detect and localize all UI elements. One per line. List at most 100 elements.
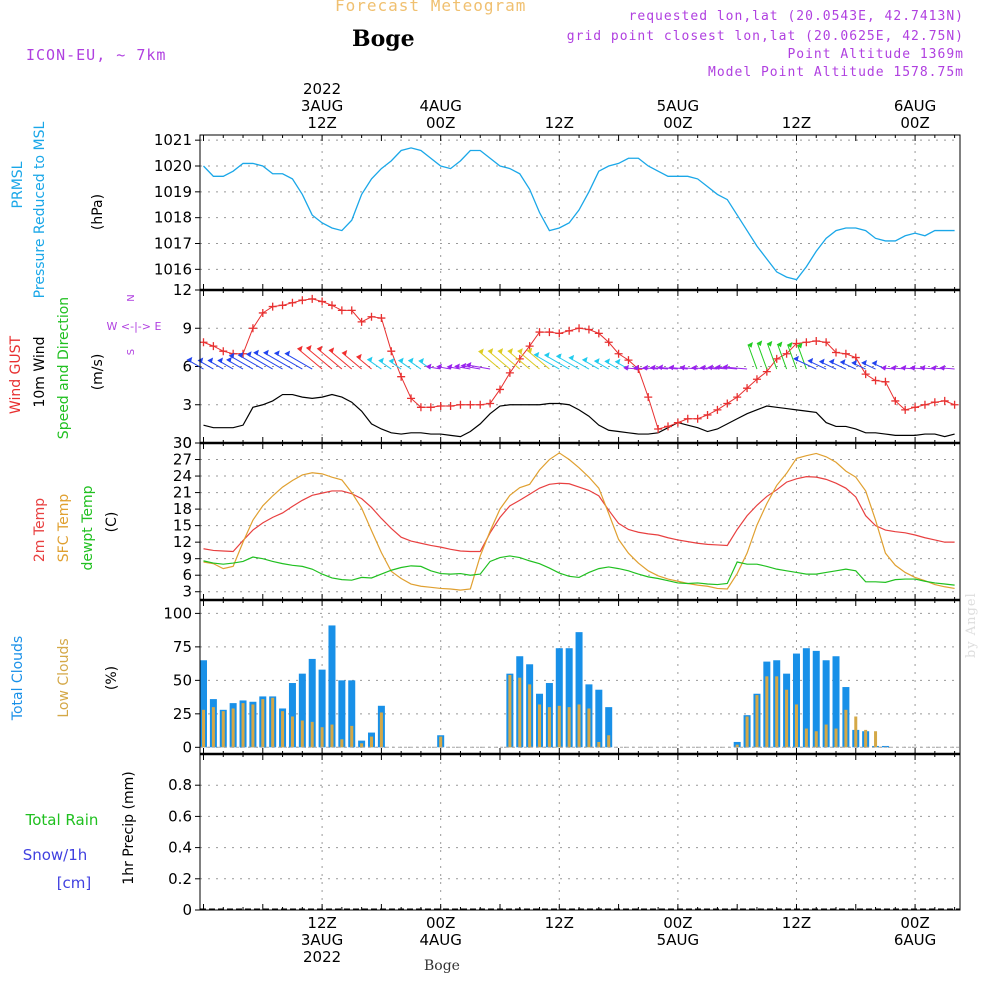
y-tick-label: 6 (182, 358, 192, 376)
wind-arrowhead (543, 352, 550, 358)
gust-marker (308, 294, 317, 303)
y-tick-label: 9 (182, 319, 192, 337)
wind-arrow (238, 354, 264, 370)
gust-marker (802, 338, 811, 347)
low-cloud-bar (290, 716, 294, 748)
pressure-line (203, 147, 955, 281)
gust-marker (327, 301, 336, 310)
wind-arrowhead (478, 348, 484, 355)
wind-arrowhead (418, 357, 424, 364)
compass-south: S (126, 349, 137, 355)
low-cloud-bar (370, 736, 374, 748)
wind-arrowhead (446, 363, 453, 370)
low-cloud-bar (281, 711, 285, 748)
gust-marker (644, 393, 653, 402)
wind-arrow (317, 348, 343, 370)
time-label-bottom: 00Z (426, 914, 455, 932)
y-tick-label: 0.4 (168, 839, 192, 857)
wind-arrowhead (679, 364, 686, 371)
ylabel-precip: 1hr Precip (mm) (121, 771, 137, 884)
wind-arrowhead (273, 350, 280, 357)
wind-arrowhead (217, 357, 224, 364)
gust-marker (733, 393, 742, 402)
y-tick-label: 50 (173, 671, 192, 689)
gust-marker (495, 385, 504, 394)
wind-arrowhead (507, 348, 513, 354)
time-label-bottom: 5AUG (657, 931, 699, 949)
time-label-bottom: 12Z (782, 914, 811, 932)
gust-marker (565, 326, 574, 335)
low-cloud-bar (350, 725, 354, 748)
low-cloud-bar (785, 689, 789, 748)
wind-arrowhead (633, 364, 639, 371)
wind-arrowhead (237, 352, 244, 358)
wind-arrowhead (366, 356, 373, 363)
wind-arrow (527, 350, 550, 370)
wind-arrowhead (355, 353, 362, 360)
low-cloud-bar (804, 728, 808, 748)
time-label-top: 12Z (307, 114, 336, 132)
wind-arrow (723, 366, 748, 370)
ylabel-dewpt-temp: dewpt Temp (80, 485, 96, 570)
ylabel-sfc-temp: SFC Temp (56, 494, 72, 563)
wind-arrowhead (555, 353, 562, 360)
gust-marker (416, 403, 425, 412)
low-cloud-bar (379, 712, 383, 748)
time-label-top: 00Z (663, 114, 692, 132)
wind-arrowhead (871, 360, 878, 366)
wind-arrowhead (766, 340, 773, 347)
wind-arrow (263, 352, 293, 370)
wind-arrow (246, 353, 273, 370)
wind-arrow (797, 345, 807, 370)
total-cloud-bar (575, 632, 583, 748)
wind-arrowhead (253, 349, 259, 356)
low-cloud-bar (874, 731, 878, 748)
gust-marker (930, 398, 939, 407)
y-tick-label: 1018 (154, 209, 192, 227)
low-cloud-bar (251, 704, 255, 748)
gust-marker (752, 375, 761, 384)
low-cloud-bar (854, 716, 858, 748)
gust-marker (248, 324, 257, 333)
wind-arrowhead (207, 357, 214, 364)
low-cloud-bar (360, 743, 364, 748)
gust-marker (209, 342, 218, 351)
gust-marker (940, 396, 949, 405)
gust-marker (268, 302, 277, 311)
low-cloud-bar (439, 736, 443, 748)
gust-marker (861, 370, 870, 379)
time-label-bottom: 00Z (663, 914, 692, 932)
wind-arrowhead (593, 358, 600, 364)
wind-arrowhead (388, 357, 395, 364)
low-cloud-bar (320, 727, 324, 748)
y-tick-label: 24 (173, 467, 192, 485)
wind-arrowhead (818, 358, 825, 365)
y-tick-label: 15 (173, 517, 192, 535)
ylabel-ms: (m/s) (90, 354, 106, 391)
model-label: ICON-EU, ~ 7km (26, 46, 167, 64)
wind-arrowhead (436, 363, 442, 370)
wind-arrow (274, 352, 303, 370)
wind-arrow (466, 364, 491, 370)
wind-arrowhead (341, 350, 348, 356)
total-cloud-bar (822, 660, 830, 748)
wind-arrow (297, 348, 323, 370)
wind-arrowhead (668, 364, 675, 371)
wind-arrowhead (756, 340, 763, 347)
wind-arrow (793, 358, 817, 370)
gust-marker (851, 353, 860, 362)
low-cloud-bar (765, 676, 769, 748)
ylabel-wind-gust: Wind GUST (8, 335, 24, 414)
low-cloud-bar (814, 731, 818, 748)
gust-marker (594, 329, 603, 338)
time-label-top: 00Z (426, 114, 455, 132)
low-cloud-bar (508, 674, 512, 748)
y-tick-label: 25 (173, 705, 192, 723)
gust-marker (397, 372, 406, 381)
wind-arrowhead (186, 356, 193, 363)
low-cloud-bar (547, 707, 551, 748)
wind-arrowhead (517, 348, 523, 354)
total-cloud-bar (348, 680, 356, 748)
gust-marker (743, 384, 752, 393)
gust-marker (881, 377, 890, 386)
